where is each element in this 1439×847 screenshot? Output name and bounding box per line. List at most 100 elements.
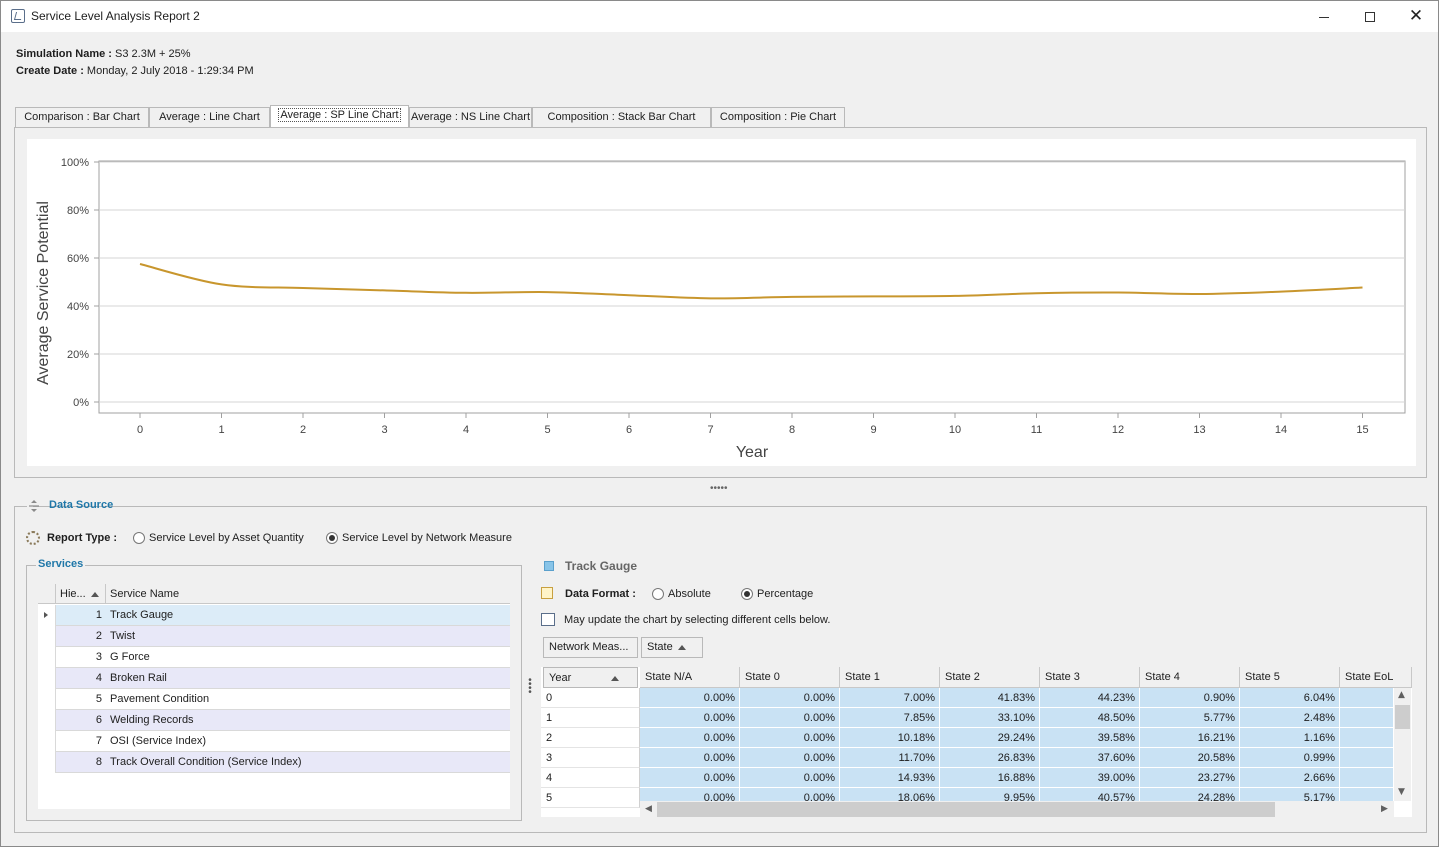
service-name-cell[interactable]: G Force xyxy=(106,647,510,667)
column-header-state[interactable]: State EoL xyxy=(1340,667,1412,688)
row-indicator[interactable] xyxy=(38,710,56,731)
radio-percentage-label[interactable]: Percentage xyxy=(757,588,814,600)
hierarchy-cell[interactable]: 5 xyxy=(56,689,106,709)
value-cell[interactable]: 37.60% xyxy=(1040,748,1140,768)
maximize-button[interactable] xyxy=(1347,1,1393,32)
table-row[interactable]: 4 Broken Rail xyxy=(38,668,510,689)
group-chip-network-measure[interactable]: Network Meas... xyxy=(543,637,638,658)
column-header-state[interactable]: State 1 xyxy=(840,667,940,688)
value-cell[interactable]: 0.00% xyxy=(740,688,840,708)
service-name-cell[interactable]: Pavement Condition xyxy=(106,689,510,709)
table-row[interactable]: 4 0.00% 0.00% 14.93% 16.88% 39.00% 23.27% 2.66% xyxy=(541,768,1412,788)
value-cell[interactable]: 5.77% xyxy=(1140,708,1240,728)
value-cell[interactable]: 0.00% xyxy=(640,728,740,748)
radio-asset-quantity[interactable] xyxy=(133,532,145,544)
column-header-state[interactable]: State N/A xyxy=(640,667,740,688)
hierarchy-cell[interactable]: 4 xyxy=(56,668,106,688)
row-indicator[interactable] xyxy=(38,668,56,689)
value-cell[interactable]: 41.83% xyxy=(940,688,1040,708)
table-row[interactable]: 6 Welding Records xyxy=(38,710,510,731)
tab-comparison-bar-chart[interactable]: Comparison : Bar Chart xyxy=(15,107,149,128)
column-header-year[interactable]: Year xyxy=(543,667,638,688)
value-cell[interactable]: 11.70% xyxy=(840,748,940,768)
group-chip-state[interactable]: State xyxy=(641,637,703,658)
row-indicator[interactable] xyxy=(38,731,56,752)
radio-network-measure-label[interactable]: Service Level by Network Measure xyxy=(342,532,512,544)
year-cell[interactable]: 0 xyxy=(541,688,640,708)
table-row[interactable]: 7 OSI (Service Index) xyxy=(38,731,510,752)
year-cell[interactable]: 4 xyxy=(541,768,640,788)
value-cell[interactable]: 0.00% xyxy=(740,748,840,768)
table-row[interactable]: 0 0.00% 0.00% 7.00% 41.83% 44.23% 0.90% 6.04% xyxy=(541,688,1412,708)
radio-network-measure[interactable] xyxy=(326,532,338,544)
year-cell[interactable]: 1 xyxy=(541,708,640,728)
table-row[interactable]: 8 Track Overall Condition (Service Index) xyxy=(38,752,510,773)
value-cell[interactable]: 0.00% xyxy=(640,708,740,728)
hierarchy-cell[interactable]: 6 xyxy=(56,710,106,730)
minimize-button[interactable] xyxy=(1301,1,1347,32)
vertical-scroll-thumb[interactable] xyxy=(1395,705,1410,729)
value-cell[interactable]: 0.90% xyxy=(1140,688,1240,708)
value-cell[interactable]: 0.00% xyxy=(640,768,740,788)
radio-absolute-label[interactable]: Absolute xyxy=(668,588,711,600)
value-cell[interactable] xyxy=(1340,728,1394,748)
hierarchy-cell[interactable]: 7 xyxy=(56,731,106,751)
value-cell[interactable] xyxy=(1340,768,1394,788)
scroll-left-icon[interactable]: ◀ xyxy=(645,804,652,814)
horizontal-scroll-thumb[interactable] xyxy=(657,802,1275,817)
value-cell[interactable] xyxy=(1340,688,1394,708)
service-name-cell[interactable]: OSI (Service Index) xyxy=(106,731,510,751)
sp-line-chart[interactable]: 0% 20% 40% 60% 80% 100% 0 1 2 3 4 5 6 7 8 9 10 11 12 13 14 15… xyxy=(27,139,1416,466)
row-indicator[interactable] xyxy=(38,752,56,773)
scroll-down-icon[interactable]: ▼ xyxy=(1398,787,1405,797)
table-row[interactable]: 1 Track Gauge xyxy=(38,605,510,626)
tab-average-line-chart[interactable]: Average : Line Chart xyxy=(149,107,270,128)
tab-average-ns-line-chart[interactable]: Average : NS Line Chart xyxy=(409,107,532,128)
value-cell[interactable]: 33.10% xyxy=(940,708,1040,728)
value-cell[interactable]: 44.23% xyxy=(1040,688,1140,708)
service-name-cell[interactable]: Broken Rail xyxy=(106,668,510,688)
horizontal-splitter-handle[interactable]: ••••• xyxy=(710,483,728,494)
column-header-state[interactable]: State 2 xyxy=(940,667,1040,688)
value-cell[interactable]: 23.27% xyxy=(1140,768,1240,788)
tab-composition-pie-chart[interactable]: Composition : Pie Chart xyxy=(711,107,845,128)
value-cell[interactable]: 0.00% xyxy=(740,728,840,748)
year-cell[interactable]: 2 xyxy=(541,728,640,748)
row-indicator[interactable] xyxy=(38,689,56,710)
radio-absolute[interactable] xyxy=(652,588,664,600)
service-name-cell[interactable]: Track Overall Condition (Service Index) xyxy=(106,752,510,772)
value-cell[interactable] xyxy=(1340,708,1394,728)
value-cell[interactable]: 29.24% xyxy=(940,728,1040,748)
value-cell[interactable]: 20.58% xyxy=(1140,748,1240,768)
row-indicator[interactable] xyxy=(38,605,56,626)
service-name-cell[interactable]: Welding Records xyxy=(106,710,510,730)
scroll-up-icon[interactable]: ▲ xyxy=(1398,690,1405,700)
value-cell[interactable]: 7.85% xyxy=(840,708,940,728)
scroll-right-icon[interactable]: ▶ xyxy=(1381,804,1388,814)
tab-average-sp-line-chart[interactable]: Average : SP Line Chart xyxy=(270,105,409,128)
vertical-splitter-handle[interactable]: • • • • xyxy=(528,675,532,698)
table-row[interactable]: 3 0.00% 0.00% 11.70% 26.83% 37.60% 20.58% 0.99% xyxy=(541,748,1412,768)
close-button[interactable]: ✕ xyxy=(1393,1,1439,32)
value-cell[interactable]: 0.00% xyxy=(740,768,840,788)
tab-composition-stack-bar-chart[interactable]: Composition : Stack Bar Chart xyxy=(532,107,711,128)
value-cell[interactable]: 7.00% xyxy=(840,688,940,708)
value-cell[interactable]: 16.21% xyxy=(1140,728,1240,748)
service-name-cell[interactable]: Twist xyxy=(106,626,510,646)
column-header-service-name[interactable]: Service Name xyxy=(110,588,180,600)
year-cell[interactable]: 5 xyxy=(541,788,640,808)
value-cell[interactable]: 1.16% xyxy=(1240,728,1340,748)
value-cell[interactable]: 2.66% xyxy=(1240,768,1340,788)
value-cell[interactable]: 26.83% xyxy=(940,748,1040,768)
value-cell[interactable]: 39.58% xyxy=(1040,728,1140,748)
value-cell[interactable]: 39.00% xyxy=(1040,768,1140,788)
value-cell[interactable]: 48.50% xyxy=(1040,708,1140,728)
value-cell[interactable]: 0.00% xyxy=(740,708,840,728)
table-row[interactable]: 2 Twist xyxy=(38,626,510,647)
radio-percentage[interactable] xyxy=(741,588,753,600)
table-row[interactable]: 5 Pavement Condition xyxy=(38,689,510,710)
row-indicator[interactable] xyxy=(38,647,56,668)
row-indicator[interactable] xyxy=(38,626,56,647)
table-row[interactable]: 1 0.00% 0.00% 7.85% 33.10% 48.50% 5.77% 2.48% xyxy=(541,708,1412,728)
